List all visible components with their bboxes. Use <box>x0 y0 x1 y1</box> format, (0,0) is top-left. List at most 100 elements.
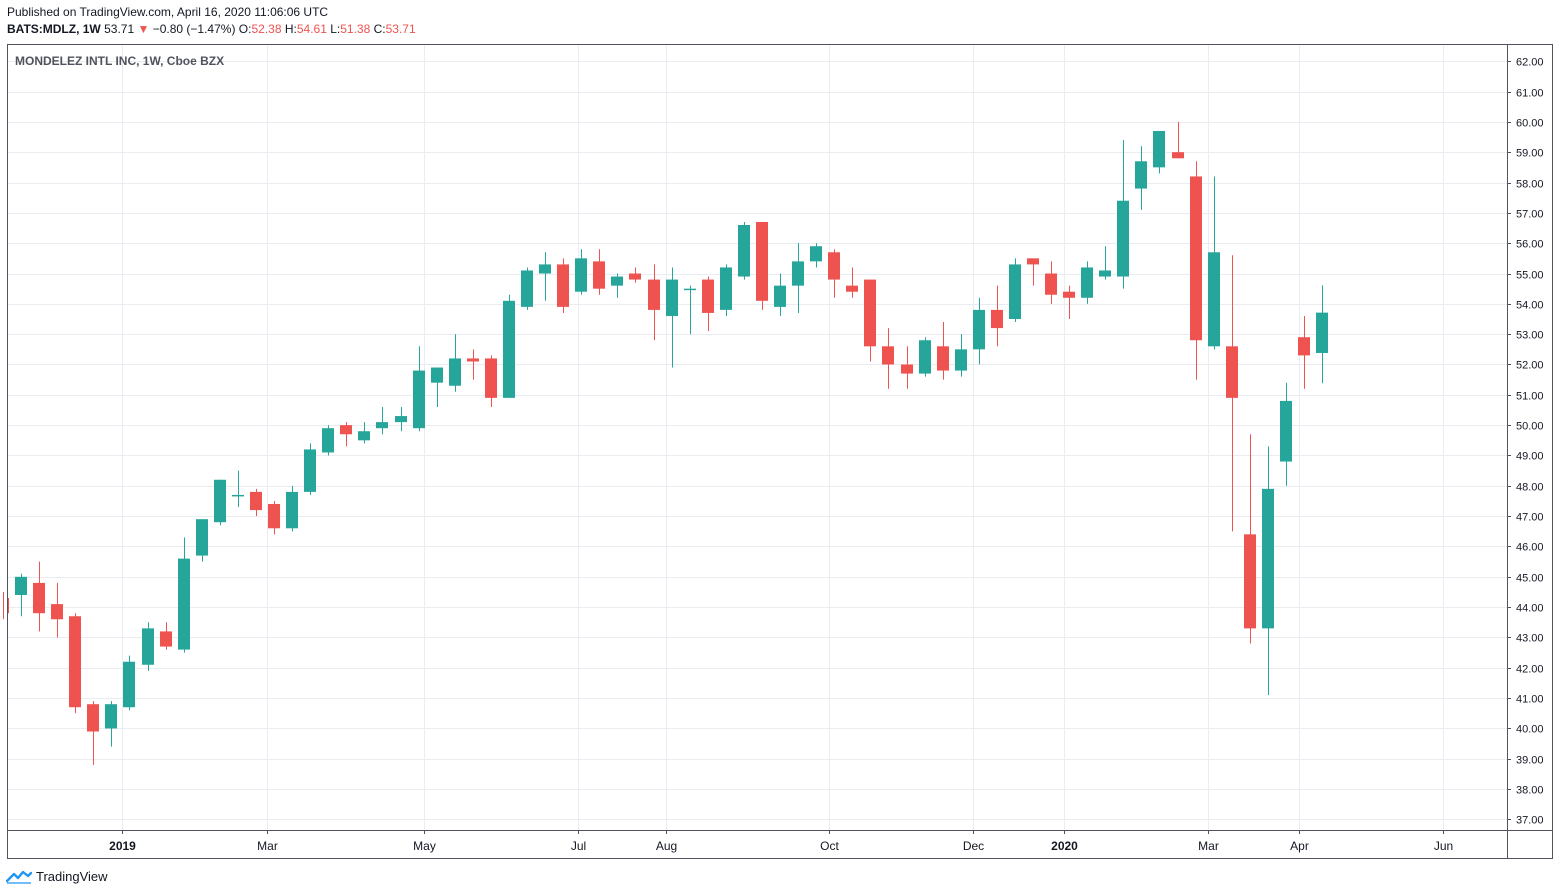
candle <box>1190 161 1202 380</box>
candle <box>214 479 226 526</box>
ohlc-legend: BATS:MDLZ, 1W 53.71 ▼ −0.80 (−1.47%) O:5… <box>7 22 416 36</box>
candle <box>901 346 913 389</box>
candle-body <box>774 285 786 307</box>
candle <box>33 561 45 632</box>
candle-body <box>1135 161 1147 189</box>
price-change: −0.80 (−1.47%) <box>152 22 236 36</box>
symbol-label: BATS:MDLZ, 1W <box>7 22 101 36</box>
candle-body <box>178 558 190 650</box>
candle-body <box>160 631 172 647</box>
candle <box>720 264 732 316</box>
candle-body <box>937 346 949 371</box>
candle <box>973 297 985 365</box>
open-label: O: <box>238 22 252 36</box>
footer-brand: TradingView <box>6 868 108 884</box>
candle <box>864 279 876 362</box>
price-label: 52.00 <box>1516 360 1544 372</box>
candle-body <box>268 504 280 529</box>
candle-body <box>991 309 1003 329</box>
candle <box>232 470 244 508</box>
candle <box>178 537 190 653</box>
candle-body <box>431 367 443 383</box>
candlestick-chart[interactable]: 37.00 38.00 39.00 40.00 41.00 42.00 43.00 44.00… <box>0 0 1560 862</box>
price-label: 57.00 <box>1516 209 1544 221</box>
candle-body <box>1009 264 1021 320</box>
price-label: 58.00 <box>1516 179 1544 191</box>
candle-body <box>304 449 316 492</box>
candle <box>358 422 370 444</box>
candle <box>413 346 425 432</box>
candle <box>684 285 696 335</box>
price-label: 55.00 <box>1516 270 1544 282</box>
candle <box>1027 258 1039 286</box>
candle-body <box>1208 252 1220 347</box>
low-value: 51.38 <box>340 22 371 36</box>
candle-body <box>15 576 27 596</box>
time-axis-labels: 2019 Mar May Jul Aug Oct Dec 2020 Mar Apr Jun <box>109 830 1453 853</box>
price-label: 51.00 <box>1516 391 1544 403</box>
price-label: 42.00 <box>1516 664 1544 676</box>
candle-body <box>376 422 388 429</box>
candle-body <box>666 279 678 316</box>
candle-body <box>611 276 623 286</box>
candle-body <box>792 261 804 286</box>
candle-body <box>575 258 587 292</box>
candle-body <box>1027 258 1039 265</box>
candle <box>105 701 117 747</box>
price-label: 60.00 <box>1516 118 1544 130</box>
time-label: May <box>413 839 436 853</box>
candle-body <box>1244 534 1256 629</box>
candle-body <box>919 340 931 374</box>
candle-body <box>142 628 154 665</box>
candle-body <box>8 598 9 614</box>
time-label: Mar <box>257 839 278 853</box>
down-arrow-icon: ▼ <box>137 22 150 36</box>
candle-body <box>340 425 352 435</box>
candle <box>882 328 894 389</box>
candle-body <box>286 491 298 529</box>
candle-body <box>358 431 370 441</box>
candle-body <box>901 364 913 374</box>
time-label: Mar <box>1198 839 1219 853</box>
price-label: 40.00 <box>1516 724 1544 736</box>
candle <box>792 243 804 313</box>
candle <box>322 425 334 456</box>
open-value: 52.38 <box>251 22 282 36</box>
tradingview-brand-label: TradingView <box>36 868 108 884</box>
candle-body <box>232 494 244 497</box>
candle <box>142 622 154 671</box>
candle <box>666 267 678 368</box>
price-label: 62.00 <box>1516 57 1544 69</box>
candle-body <box>413 370 425 429</box>
candle-body <box>1298 337 1310 356</box>
candle-body <box>1262 488 1274 629</box>
candle-body <box>846 285 858 292</box>
candle <box>1262 446 1274 696</box>
candle-body <box>955 349 967 371</box>
time-label: Aug <box>656 839 677 853</box>
candle-body <box>1099 270 1111 277</box>
candle-body <box>449 358 461 386</box>
time-label: Apr <box>1290 839 1309 853</box>
candle <box>286 485 298 532</box>
candle <box>1081 261 1093 304</box>
price-label: 48.00 <box>1516 482 1544 494</box>
price-label: 61.00 <box>1516 88 1544 100</box>
candle <box>268 500 280 535</box>
candle <box>1009 258 1021 323</box>
time-label: Oct <box>820 839 839 853</box>
candle <box>955 334 967 377</box>
candle <box>69 613 81 714</box>
candle <box>485 355 497 407</box>
candles <box>3 121 1328 765</box>
price-label: 41.00 <box>1516 694 1544 706</box>
price-label: 44.00 <box>1516 603 1544 615</box>
candle <box>376 406 388 435</box>
candle-body <box>864 279 876 347</box>
candle-body <box>629 273 641 280</box>
candle <box>738 221 750 280</box>
candle-body <box>720 267 732 310</box>
candle-body <box>1316 312 1328 353</box>
candle <box>3 591 9 620</box>
candle-body <box>214 479 226 523</box>
